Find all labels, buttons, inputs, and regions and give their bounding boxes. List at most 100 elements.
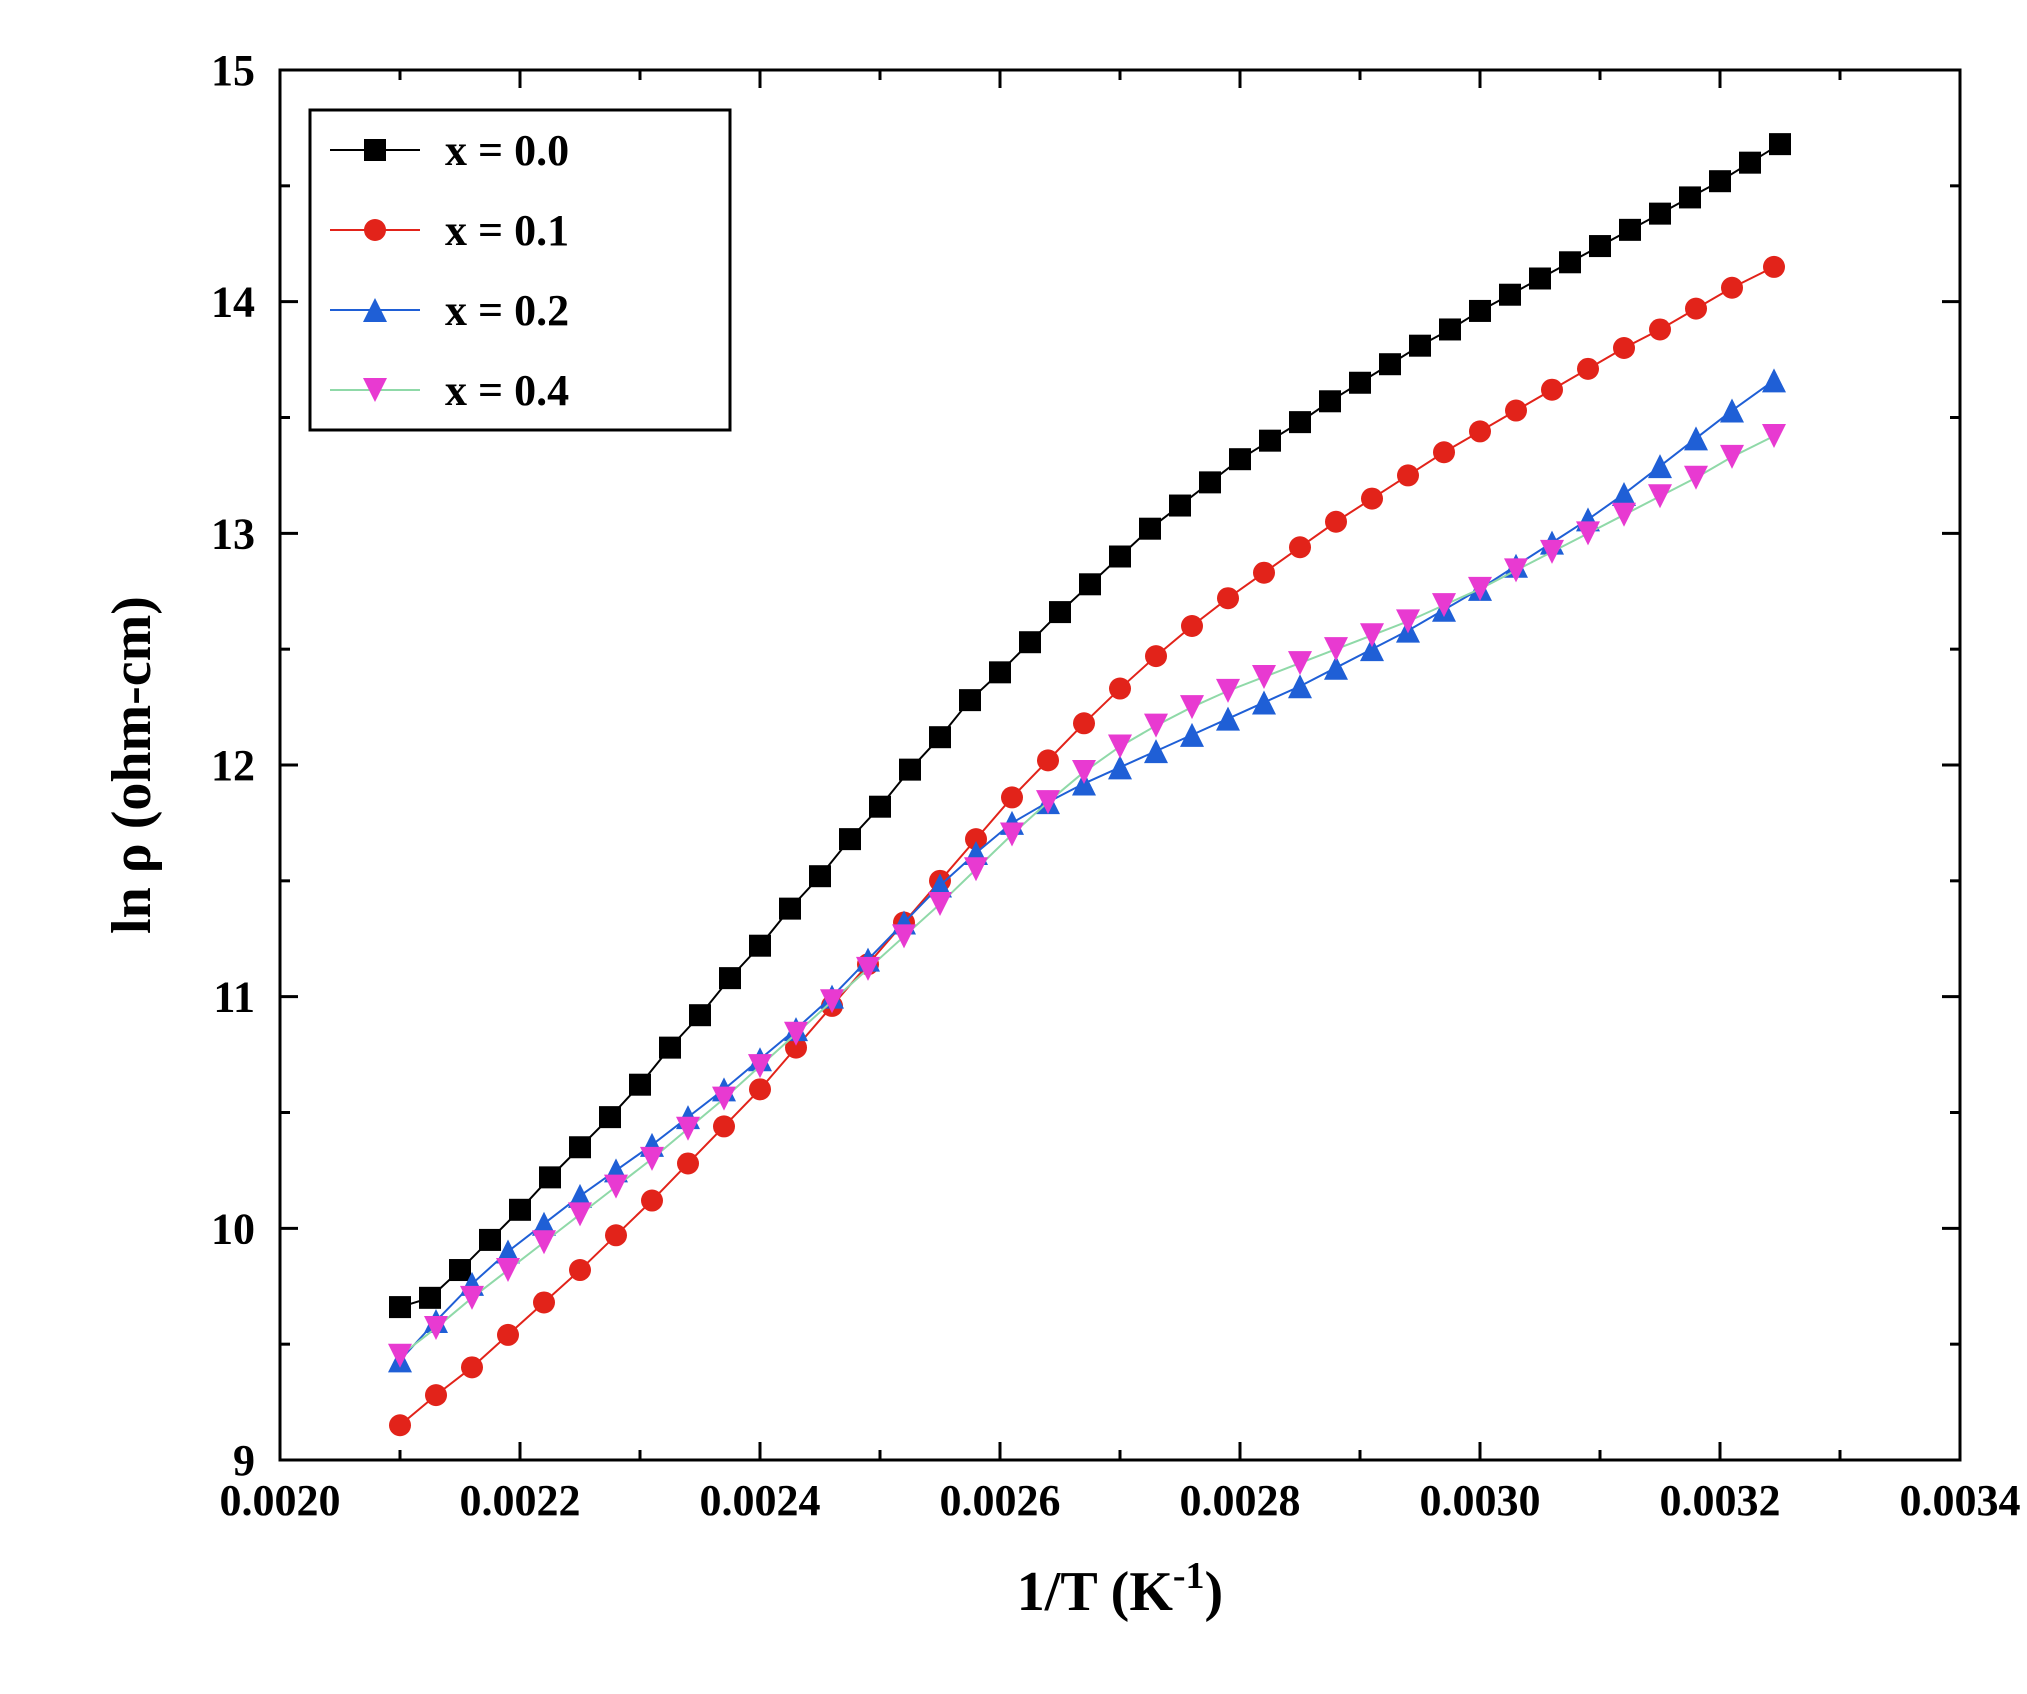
marker-triangle-down (1762, 424, 1786, 448)
marker-circle (497, 1324, 519, 1346)
y-tick-label: 13 (211, 509, 255, 558)
y-tick-label: 15 (211, 46, 255, 95)
marker-square (1499, 284, 1521, 306)
legend-label: x = 0.0 (445, 126, 569, 175)
series-line (400, 267, 1774, 1425)
marker-square (509, 1199, 531, 1221)
marker-circle (1217, 587, 1239, 609)
marker-square (779, 898, 801, 920)
marker-circle (1181, 615, 1203, 637)
marker-circle (1685, 298, 1707, 320)
marker-triangle-up (1180, 723, 1204, 747)
marker-circle (641, 1190, 663, 1212)
x-tick-label: 0.0024 (700, 1476, 821, 1525)
marker-triangle-down (1144, 714, 1168, 738)
marker-triangle-up (1720, 399, 1744, 423)
marker-triangle-down (640, 1147, 664, 1171)
marker-triangle-up (1648, 454, 1672, 478)
marker-circle (1577, 358, 1599, 380)
marker-circle (713, 1115, 735, 1137)
marker-square (809, 865, 831, 887)
series-s3 (388, 424, 1786, 1368)
marker-square (1529, 268, 1551, 290)
marker-circle (1001, 786, 1023, 808)
marker-circle (364, 219, 386, 241)
marker-triangle-down (1576, 521, 1600, 545)
marker-triangle-down (1684, 466, 1708, 490)
marker-square (1079, 573, 1101, 595)
y-tick-label: 11 (213, 973, 255, 1022)
marker-square (1289, 411, 1311, 433)
marker-circle (1325, 511, 1347, 533)
chart-svg: 0.00200.00220.00240.00260.00280.00300.00… (0, 0, 2027, 1694)
y-tick-label: 14 (211, 278, 255, 327)
marker-square (1589, 235, 1611, 257)
marker-square (539, 1166, 561, 1188)
marker-circle (677, 1152, 699, 1174)
marker-triangle-down (1288, 651, 1312, 675)
marker-square (599, 1106, 621, 1128)
marker-square (1769, 133, 1791, 155)
marker-square (1379, 353, 1401, 375)
marker-triangle-down (388, 1344, 412, 1368)
marker-circle (1109, 678, 1131, 700)
marker-circle (1361, 488, 1383, 510)
marker-square (899, 759, 921, 781)
marker-triangle-down (532, 1230, 556, 1254)
marker-triangle-down (1324, 637, 1348, 661)
marker-triangle-up (1252, 690, 1276, 714)
marker-square (1409, 335, 1431, 357)
marker-square (689, 1004, 711, 1026)
x-tick-label: 0.0030 (1420, 1476, 1541, 1525)
y-tick-label: 12 (211, 741, 255, 790)
marker-square (1679, 186, 1701, 208)
marker-square (419, 1287, 441, 1309)
marker-triangle-down (496, 1258, 520, 1282)
marker-square (1739, 152, 1761, 174)
y-tick-label: 10 (211, 1204, 255, 1253)
marker-square (989, 661, 1011, 683)
marker-square (1439, 318, 1461, 340)
marker-square (749, 935, 771, 957)
legend-label: x = 0.2 (445, 286, 569, 335)
marker-circle (461, 1356, 483, 1378)
legend-label: x = 0.1 (445, 206, 569, 255)
marker-circle (1253, 562, 1275, 584)
marker-circle (1289, 536, 1311, 558)
marker-square (629, 1074, 651, 1096)
marker-square (1259, 430, 1281, 452)
marker-triangle-down (1216, 679, 1240, 703)
legend-label: x = 0.4 (445, 366, 569, 415)
marker-square (1109, 546, 1131, 568)
x-tick-label: 0.0032 (1660, 1476, 1781, 1525)
marker-square (1229, 448, 1251, 470)
marker-circle (1397, 464, 1419, 486)
marker-triangle-up (1762, 368, 1786, 392)
chart-container: 0.00200.00220.00240.00260.00280.00300.00… (0, 0, 2027, 1694)
marker-triangle-down (1396, 609, 1420, 633)
marker-circle (1613, 337, 1635, 359)
marker-square (1319, 390, 1341, 412)
y-tick-label: 9 (233, 1436, 255, 1485)
marker-triangle-down (604, 1175, 628, 1199)
marker-circle (1763, 256, 1785, 278)
marker-triangle-down (568, 1202, 592, 1226)
marker-triangle-down (1108, 734, 1132, 758)
marker-square (839, 828, 861, 850)
marker-circle (1721, 277, 1743, 299)
marker-square (389, 1296, 411, 1318)
marker-square (1169, 495, 1191, 517)
marker-triangle-up (1108, 755, 1132, 779)
marker-square (1709, 170, 1731, 192)
marker-triangle-down (1612, 503, 1636, 527)
series-s2 (388, 368, 1786, 1372)
marker-triangle-down (460, 1286, 484, 1310)
x-axis-title: 1/T (K-1) (1017, 1555, 1223, 1623)
marker-square (1199, 471, 1221, 493)
marker-circle (425, 1384, 447, 1406)
marker-square (1559, 251, 1581, 273)
marker-square (719, 967, 741, 989)
marker-square (659, 1037, 681, 1059)
marker-square (1019, 631, 1041, 653)
y-axis-title: ln ρ (ohm-cm) (101, 596, 163, 934)
